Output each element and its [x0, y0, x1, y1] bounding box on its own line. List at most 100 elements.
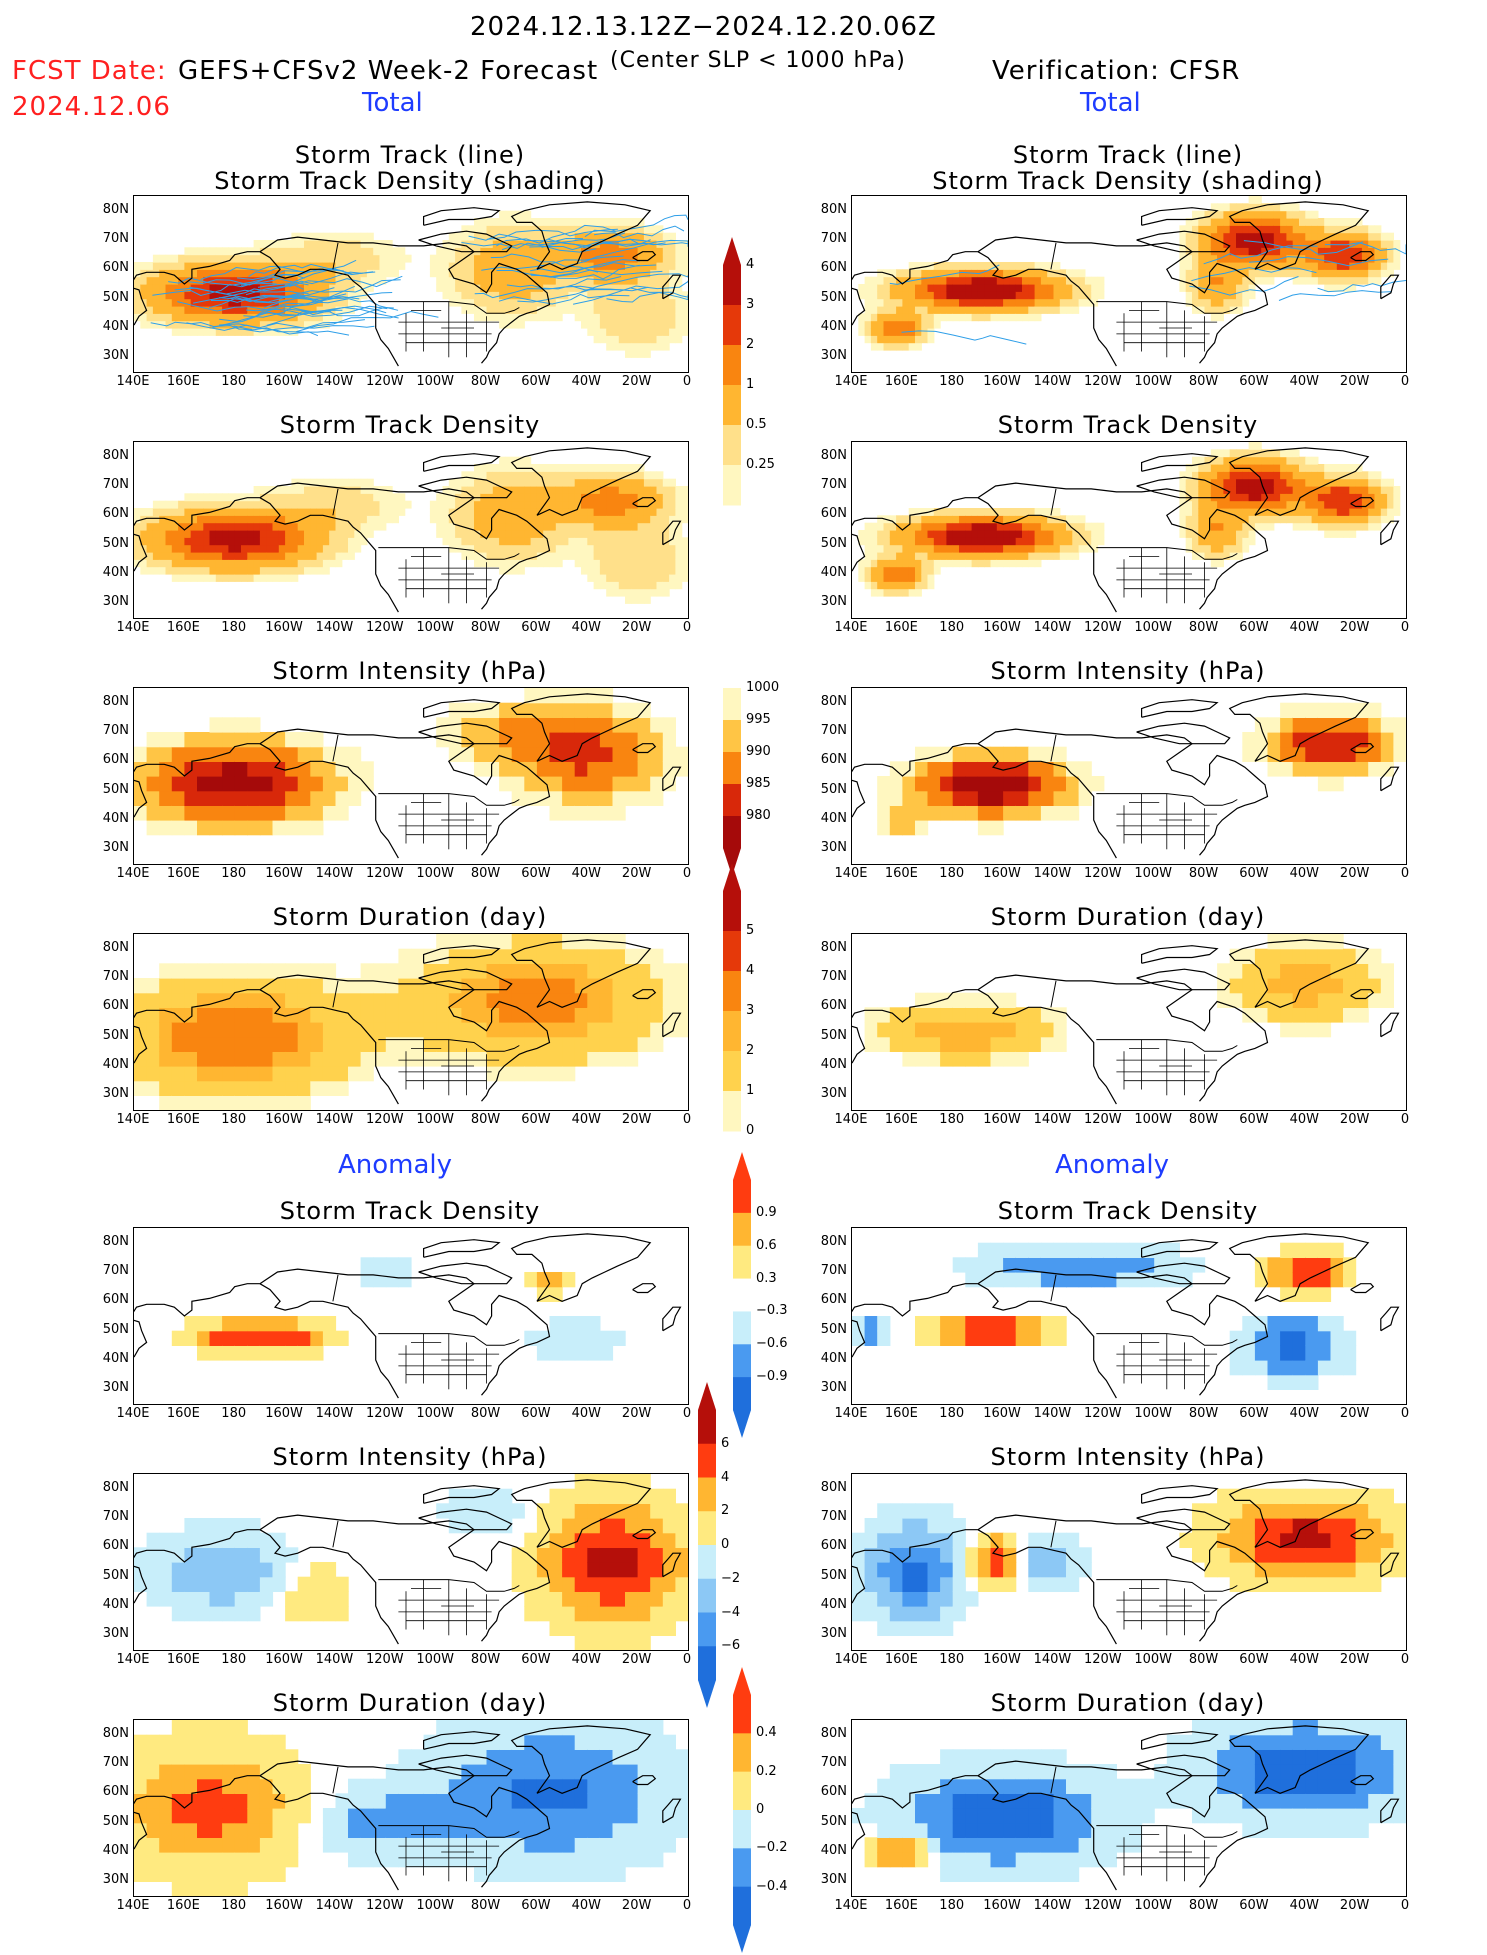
- fc-intensity-anom-lat-label: 70N: [89, 1509, 129, 1524]
- fcst-date-value: 2024.12.06: [12, 92, 171, 122]
- fc-density-anom-lon-label: 80W: [464, 1406, 508, 1421]
- fc-intensity-lon-label: 180: [212, 866, 256, 881]
- ob-intensity-anom-lon-label: 140E: [829, 1652, 873, 1667]
- ob-intensity-anom-lon-label: 160E: [879, 1652, 923, 1667]
- fc-intensity-anom-lon-label: 160W: [262, 1652, 306, 1667]
- ob-density-anom-lon-label: 140E: [829, 1406, 873, 1421]
- ob-duration-lon-label: 0: [1383, 1112, 1427, 1127]
- fc-intensity-anom-map: [133, 1473, 689, 1651]
- fc-duration-lon-label: 160W: [262, 1112, 306, 1127]
- fc-intensity-anom-lon-label: 80W: [464, 1652, 508, 1667]
- fc-duration-lon-label: 100W: [413, 1112, 457, 1127]
- fc-intensity-lon-label: 100W: [413, 866, 457, 881]
- ob-density-anom-lat-label: 60N: [807, 1292, 847, 1307]
- fc-track-lat-label: 60N: [89, 260, 129, 275]
- ob-track-lon-label: 0: [1383, 374, 1427, 389]
- ob-density-lon-label: 0: [1383, 620, 1427, 635]
- ob-intensity-anom-lon-label: 100W: [1131, 1652, 1175, 1667]
- ob-track-lon-label: 160W: [980, 374, 1024, 389]
- fc-duration-lon-label: 140E: [111, 1112, 155, 1127]
- fc-duration-anom-lon-label: 160W: [262, 1898, 306, 1913]
- ob-duration-anom-field: [852, 1720, 1406, 1896]
- ob-intensity-lon-label: 180: [930, 866, 974, 881]
- ob-duration-lat-label: 60N: [807, 998, 847, 1013]
- ob-intensity-lat-label: 60N: [807, 752, 847, 767]
- ob-intensity-lon-label: 60W: [1232, 866, 1276, 881]
- fc-density-lon-label: 140E: [111, 620, 155, 635]
- fc-duration-lon-label: 0: [665, 1112, 709, 1127]
- ob-duration-lon-label: 60W: [1232, 1112, 1276, 1127]
- ob-track-lat-label: 70N: [807, 231, 847, 246]
- intensity_anom-tick-label: −2: [721, 1571, 740, 1586]
- fc-intensity-anom-lon-label: 60W: [514, 1652, 558, 1667]
- density_anom-tick-label: 0.3: [756, 1271, 777, 1286]
- ob-track-lat-label: 40N: [807, 319, 847, 334]
- verification-label: Verification: CFSR: [992, 56, 1240, 86]
- fc-intensity-anom-lon-label: 140E: [111, 1652, 155, 1667]
- ob-duration-anom-lon-label: 140W: [1030, 1898, 1074, 1913]
- density_anom-tick-label: −0.6: [756, 1336, 788, 1351]
- ob-intensity-lon-label: 80W: [1182, 866, 1226, 881]
- ob-density-lon-label: 140W: [1030, 620, 1074, 635]
- ob-intensity-anom-title: Storm Intensity (hPa): [811, 1443, 1445, 1471]
- fc-duration-anom-lat-label: 70N: [89, 1755, 129, 1770]
- ob-intensity-lon-label: 140E: [829, 866, 873, 881]
- ob-density-anom-lon-label: 180: [930, 1406, 974, 1421]
- ob-intensity-anom-lat-label: 30N: [807, 1626, 847, 1641]
- fc-density-anom-title: Storm Track Density: [93, 1197, 727, 1225]
- ob-duration-anom-lat-label: 60N: [807, 1784, 847, 1799]
- forecast-title: GEFS+CFSv2 Week-2 Forecast: [178, 56, 598, 86]
- fc-track-lat-label: 70N: [89, 231, 129, 246]
- fc-duration-lon-label: 120W: [363, 1112, 407, 1127]
- fc-intensity-anom-lon-label: 160E: [161, 1652, 205, 1667]
- fcst-date-label: FCST Date:: [12, 56, 167, 86]
- ob-track-lat-label: 50N: [807, 290, 847, 305]
- fc-track-lon-label: 140W: [312, 374, 356, 389]
- ob-intensity-lat-label: 30N: [807, 840, 847, 855]
- ob-intensity-lat-label: 50N: [807, 782, 847, 797]
- ob-density-anom-lon-label: 100W: [1131, 1406, 1175, 1421]
- ob-density-lat-label: 80N: [807, 448, 847, 463]
- fc-intensity-lon-label: 140W: [312, 866, 356, 881]
- ob-intensity-lon-label: 0: [1383, 866, 1427, 881]
- ob-intensity-anom-lon-label: 140W: [1030, 1652, 1074, 1667]
- ob-density-lat-label: 30N: [807, 594, 847, 609]
- fc-duration-anom-map: [133, 1719, 689, 1897]
- fc-density-lon-label: 160W: [262, 620, 306, 635]
- ob-duration-anom-lon-label: 120W: [1081, 1898, 1125, 1913]
- ob-density-anom-lat-label: 80N: [807, 1234, 847, 1249]
- ob-track-lon-label: 40W: [1282, 374, 1326, 389]
- fc-density-title: Storm Track Density: [93, 411, 727, 439]
- fc-duration-lon-label: 160E: [161, 1112, 205, 1127]
- fc-density-anom-lon-label: 160W: [262, 1406, 306, 1421]
- fc-density-anom-lon-label: 180: [212, 1406, 256, 1421]
- fc-density-lon-label: 140W: [312, 620, 356, 635]
- fc-duration-field: [134, 934, 688, 1110]
- duration_anom-tick-label: 0: [756, 1802, 764, 1817]
- fc-duration-title: Storm Duration (day): [93, 903, 727, 931]
- ob-density-anom-lat-label: 30N: [807, 1380, 847, 1395]
- ob-duration-map: [851, 933, 1407, 1111]
- density_anom-tick-label: −0.3: [756, 1303, 788, 1318]
- ob-duration-anom-lon-label: 160E: [879, 1898, 923, 1913]
- fc-density-lat-label: 80N: [89, 448, 129, 463]
- ob-duration-lon-label: 160W: [980, 1112, 1024, 1127]
- ob-density-lon-label: 80W: [1182, 620, 1226, 635]
- ob-duration-lat-label: 40N: [807, 1057, 847, 1072]
- fc-track-title: Storm Track (line): [93, 141, 727, 169]
- ob-duration-lon-label: 20W: [1333, 1112, 1377, 1127]
- fc-intensity-lat-label: 40N: [89, 811, 129, 826]
- fc-intensity-lon-label: 20W: [615, 866, 659, 881]
- intensity_anom-tick-label: 6: [721, 1436, 729, 1451]
- ob-intensity-field: [852, 688, 1406, 864]
- ob-density-lon-label: 180: [930, 620, 974, 635]
- fc-track-lat-label: 50N: [89, 290, 129, 305]
- ob-density-anom-lon-label: 0: [1383, 1406, 1427, 1421]
- section-total-right: Total: [1080, 88, 1141, 118]
- ob-duration-anom-lon-label: 100W: [1131, 1898, 1175, 1913]
- ob-intensity-anom-lon-label: 120W: [1081, 1652, 1125, 1667]
- ob-intensity-anom-lon-label: 160W: [980, 1652, 1024, 1667]
- duration_anom-tick-label: −0.4: [756, 1879, 788, 1894]
- fc-track-title-2: Storm Track Density (shading): [93, 167, 727, 195]
- duration_anom-tick-label: 0.4: [756, 1725, 777, 1740]
